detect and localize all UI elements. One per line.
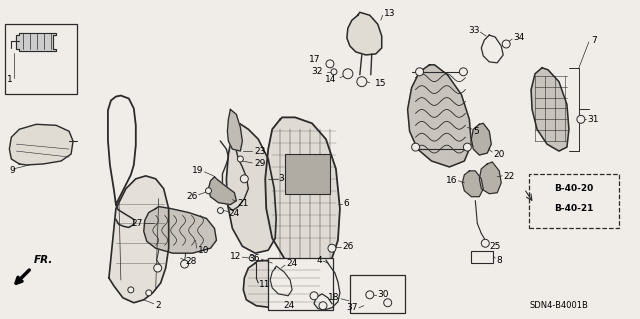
Circle shape [146,290,152,296]
Text: 24: 24 [283,301,294,310]
Bar [268,258,333,310]
Circle shape [357,77,367,87]
Text: 15: 15 [375,79,387,88]
Text: 10: 10 [198,246,209,255]
Polygon shape [531,68,569,151]
Text: 18: 18 [328,293,340,302]
Polygon shape [243,260,324,308]
Text: 1: 1 [8,75,13,84]
Circle shape [241,175,248,183]
Circle shape [328,244,336,252]
Circle shape [343,69,353,79]
Circle shape [415,68,424,76]
Text: SDN4-B4001B: SDN4-B4001B [530,301,589,310]
Polygon shape [462,171,483,197]
Text: 29: 29 [254,160,266,168]
Circle shape [205,188,211,194]
Circle shape [154,264,162,272]
Polygon shape [227,109,243,151]
Circle shape [463,143,471,151]
Circle shape [331,69,337,75]
Circle shape [319,302,327,310]
Polygon shape [347,12,381,55]
Text: 2: 2 [156,301,161,310]
Circle shape [310,292,318,300]
Text: 4: 4 [316,256,322,265]
Text: 24: 24 [228,209,239,218]
Text: 37: 37 [346,303,358,312]
Text: 34: 34 [513,33,525,41]
Polygon shape [471,123,492,155]
Text: 9: 9 [10,167,15,175]
Text: 16: 16 [446,176,458,185]
Text: B-40-21: B-40-21 [554,204,593,213]
Text: 36: 36 [249,254,260,263]
Text: 19: 19 [192,167,204,175]
Text: 21: 21 [237,199,249,208]
Polygon shape [227,124,276,253]
Circle shape [250,255,255,261]
Text: FR.: FR. [35,255,54,265]
Circle shape [128,287,134,293]
Circle shape [218,208,223,213]
Circle shape [326,60,334,68]
Text: 5: 5 [474,127,479,136]
Polygon shape [10,124,73,165]
Text: 30: 30 [378,290,389,299]
Text: 14: 14 [324,75,336,84]
Text: 22: 22 [503,172,515,181]
Text: 28: 28 [186,256,197,266]
Polygon shape [479,162,501,194]
Polygon shape [265,117,340,268]
Text: 8: 8 [496,256,502,265]
Bar [285,154,330,194]
Bar [471,251,493,263]
Circle shape [502,40,510,48]
Text: 32: 32 [312,67,323,76]
Text: 27: 27 [131,219,143,228]
Bar [350,275,404,313]
Text: 31: 31 [587,115,598,124]
Text: 20: 20 [493,150,504,159]
Text: 25: 25 [489,242,500,251]
Bar [5,24,77,93]
Circle shape [460,68,467,76]
Circle shape [481,239,489,247]
Text: 13: 13 [384,9,396,18]
Polygon shape [109,176,169,303]
Polygon shape [209,177,236,204]
Text: 11: 11 [259,280,271,289]
Text: 24: 24 [286,259,298,268]
Circle shape [237,156,243,162]
Text: 33: 33 [468,26,479,35]
Text: 26: 26 [342,242,353,251]
Text: 12: 12 [230,252,241,261]
Circle shape [577,115,585,123]
Circle shape [180,260,189,268]
Bar [529,174,619,228]
Text: 26: 26 [186,192,198,201]
Circle shape [384,299,392,307]
Text: B-40-20: B-40-20 [554,184,593,193]
Polygon shape [144,207,216,253]
Text: 17: 17 [308,56,320,64]
Text: 7: 7 [591,35,596,45]
Text: 23: 23 [254,146,266,156]
Text: 3: 3 [278,174,284,183]
Circle shape [412,143,420,151]
Polygon shape [17,33,56,51]
Circle shape [366,291,374,299]
Text: 6: 6 [343,199,349,208]
Polygon shape [408,65,471,167]
